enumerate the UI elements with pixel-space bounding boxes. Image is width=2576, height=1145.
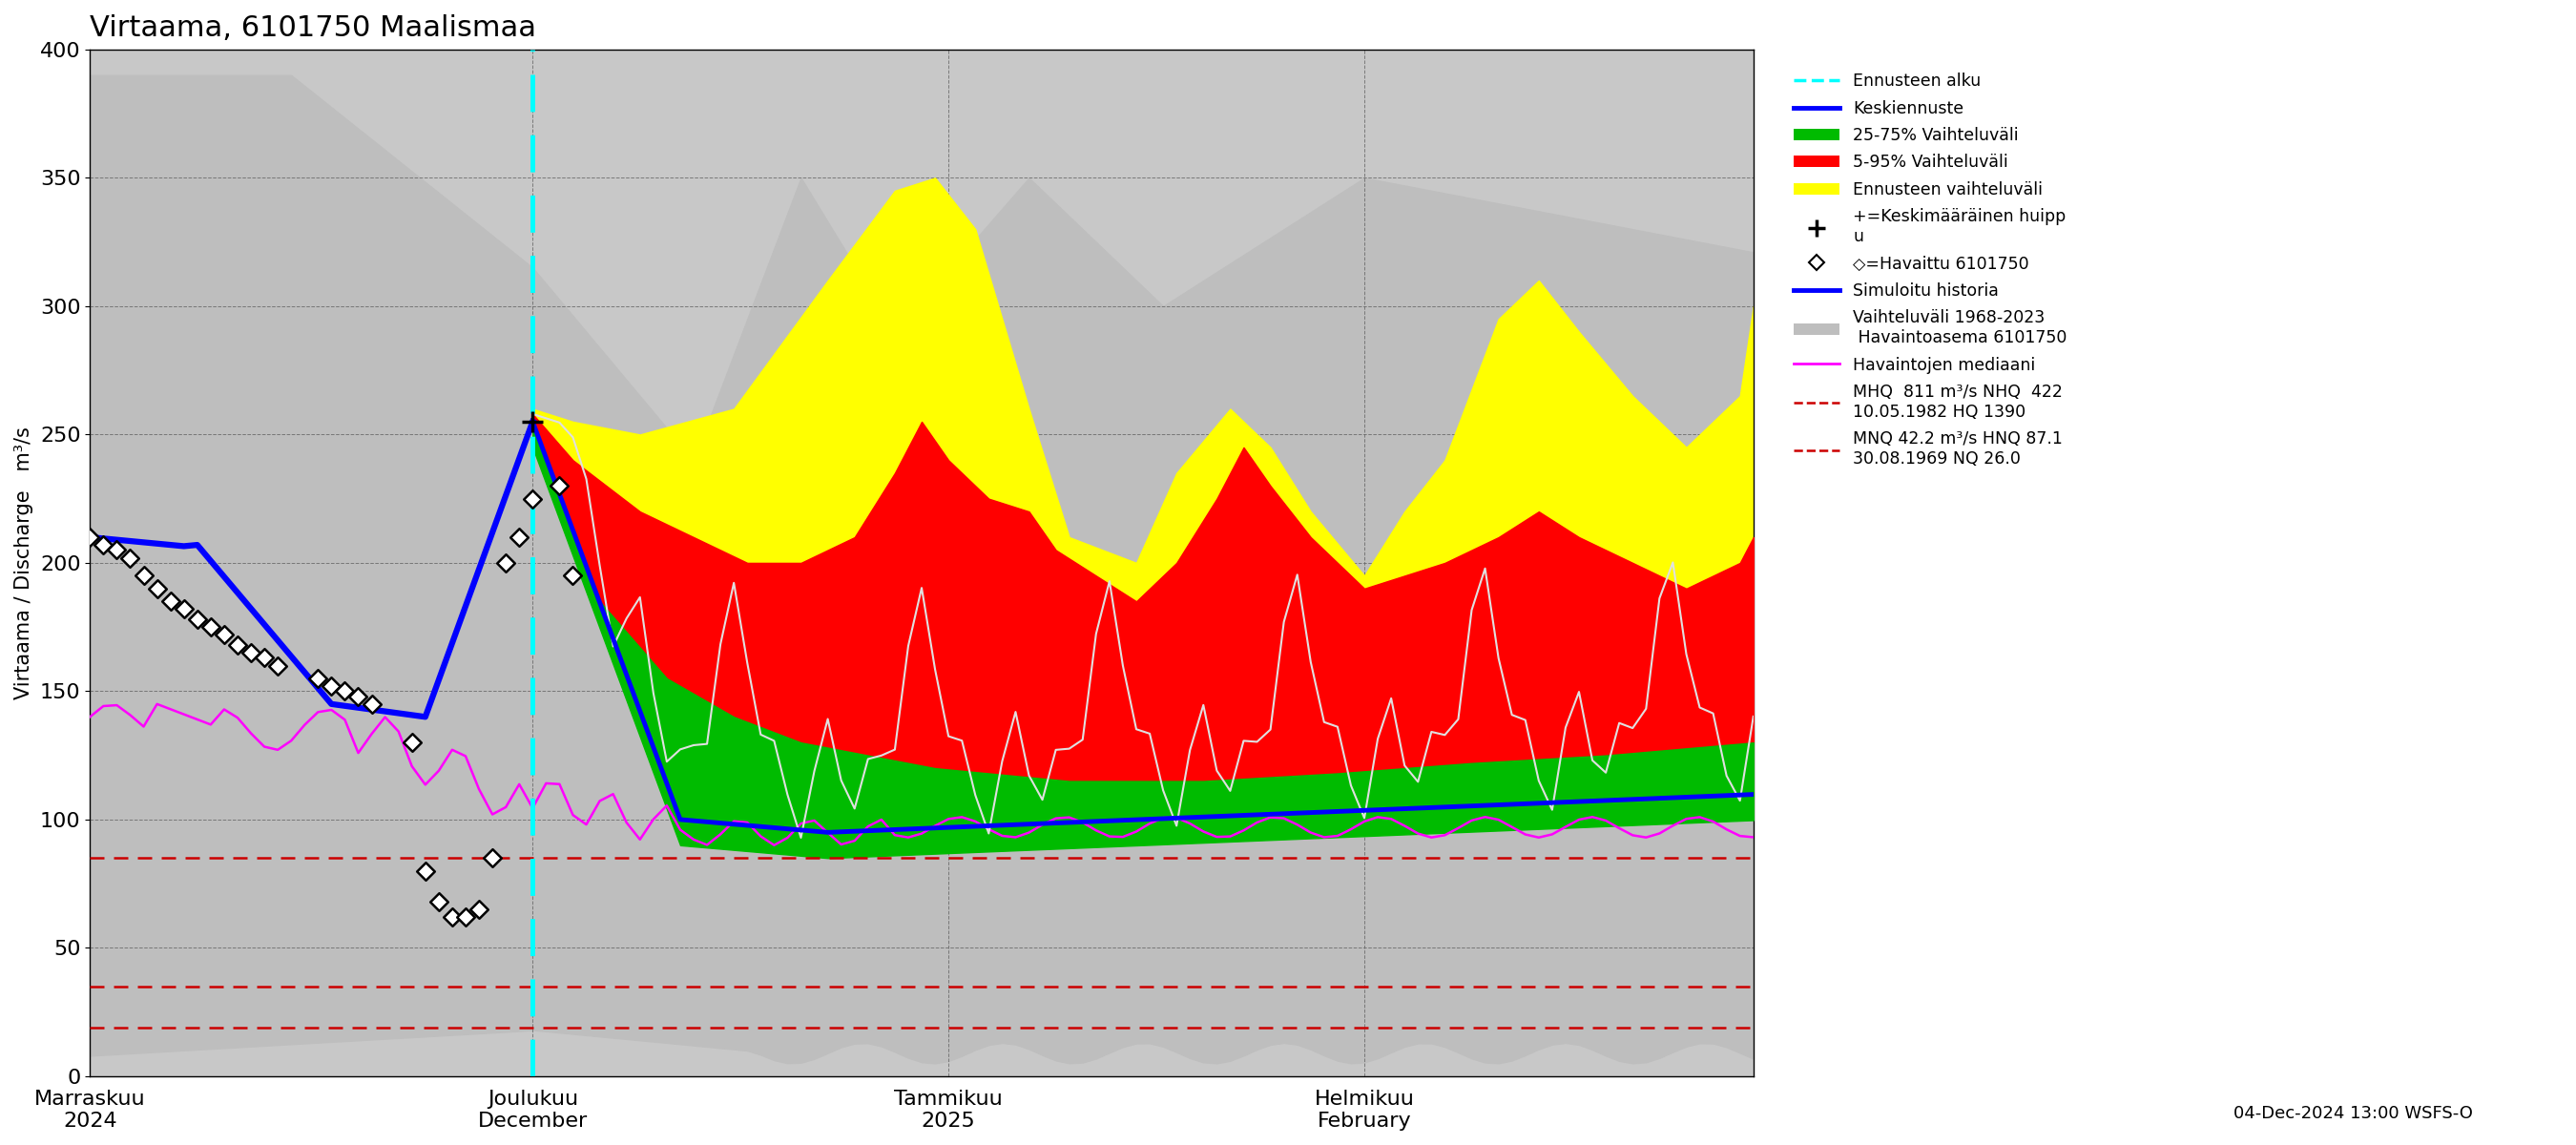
Point (204, 625, 245, 643)
Point (459, 900, 500, 918)
Point (513, 490, 554, 508)
Point (446, 908, 487, 926)
Point (551, 567, 592, 585)
Point (392, 734, 433, 752)
Point (137, 579, 178, 598)
Point (216, 635, 258, 654)
Point (484, 554, 526, 572)
Point (162, 600, 204, 618)
Legend: Ennusteen alku, Keskiennuste, 25-75% Vaihteluväli, 5-95% Vaihteluväli, Ennusteen: Ennusteen alku, Keskiennuste, 25-75% Vai… (1777, 57, 2081, 482)
Point (70, 528, 111, 546)
Point (312, 677, 353, 695)
Point (296, 669, 337, 687)
Point (404, 862, 446, 881)
Text: Virtaama, 6101750 Maalismaa: Virtaama, 6101750 Maalismaa (90, 14, 536, 42)
Point (149, 592, 191, 610)
Point (538, 476, 580, 495)
Point (124, 567, 165, 585)
Point (95, 540, 137, 559)
Point (245, 649, 286, 668)
Point (417, 892, 459, 910)
Point (258, 656, 299, 674)
Point (229, 643, 270, 662)
Point (111, 548, 152, 567)
Point (350, 695, 392, 713)
Point (337, 687, 379, 705)
Point (82, 536, 124, 554)
Point (433, 908, 474, 926)
Point (325, 682, 366, 701)
Y-axis label: Virtaama / Discharge   m³/s: Virtaama / Discharge m³/s (15, 426, 33, 700)
Point (178, 610, 219, 629)
Text: 04-Dec-2024 13:00 WSFS-O: 04-Dec-2024 13:00 WSFS-O (2233, 1105, 2473, 1122)
Point (500, 528, 541, 546)
Point (471, 848, 513, 867)
Point (191, 618, 232, 637)
